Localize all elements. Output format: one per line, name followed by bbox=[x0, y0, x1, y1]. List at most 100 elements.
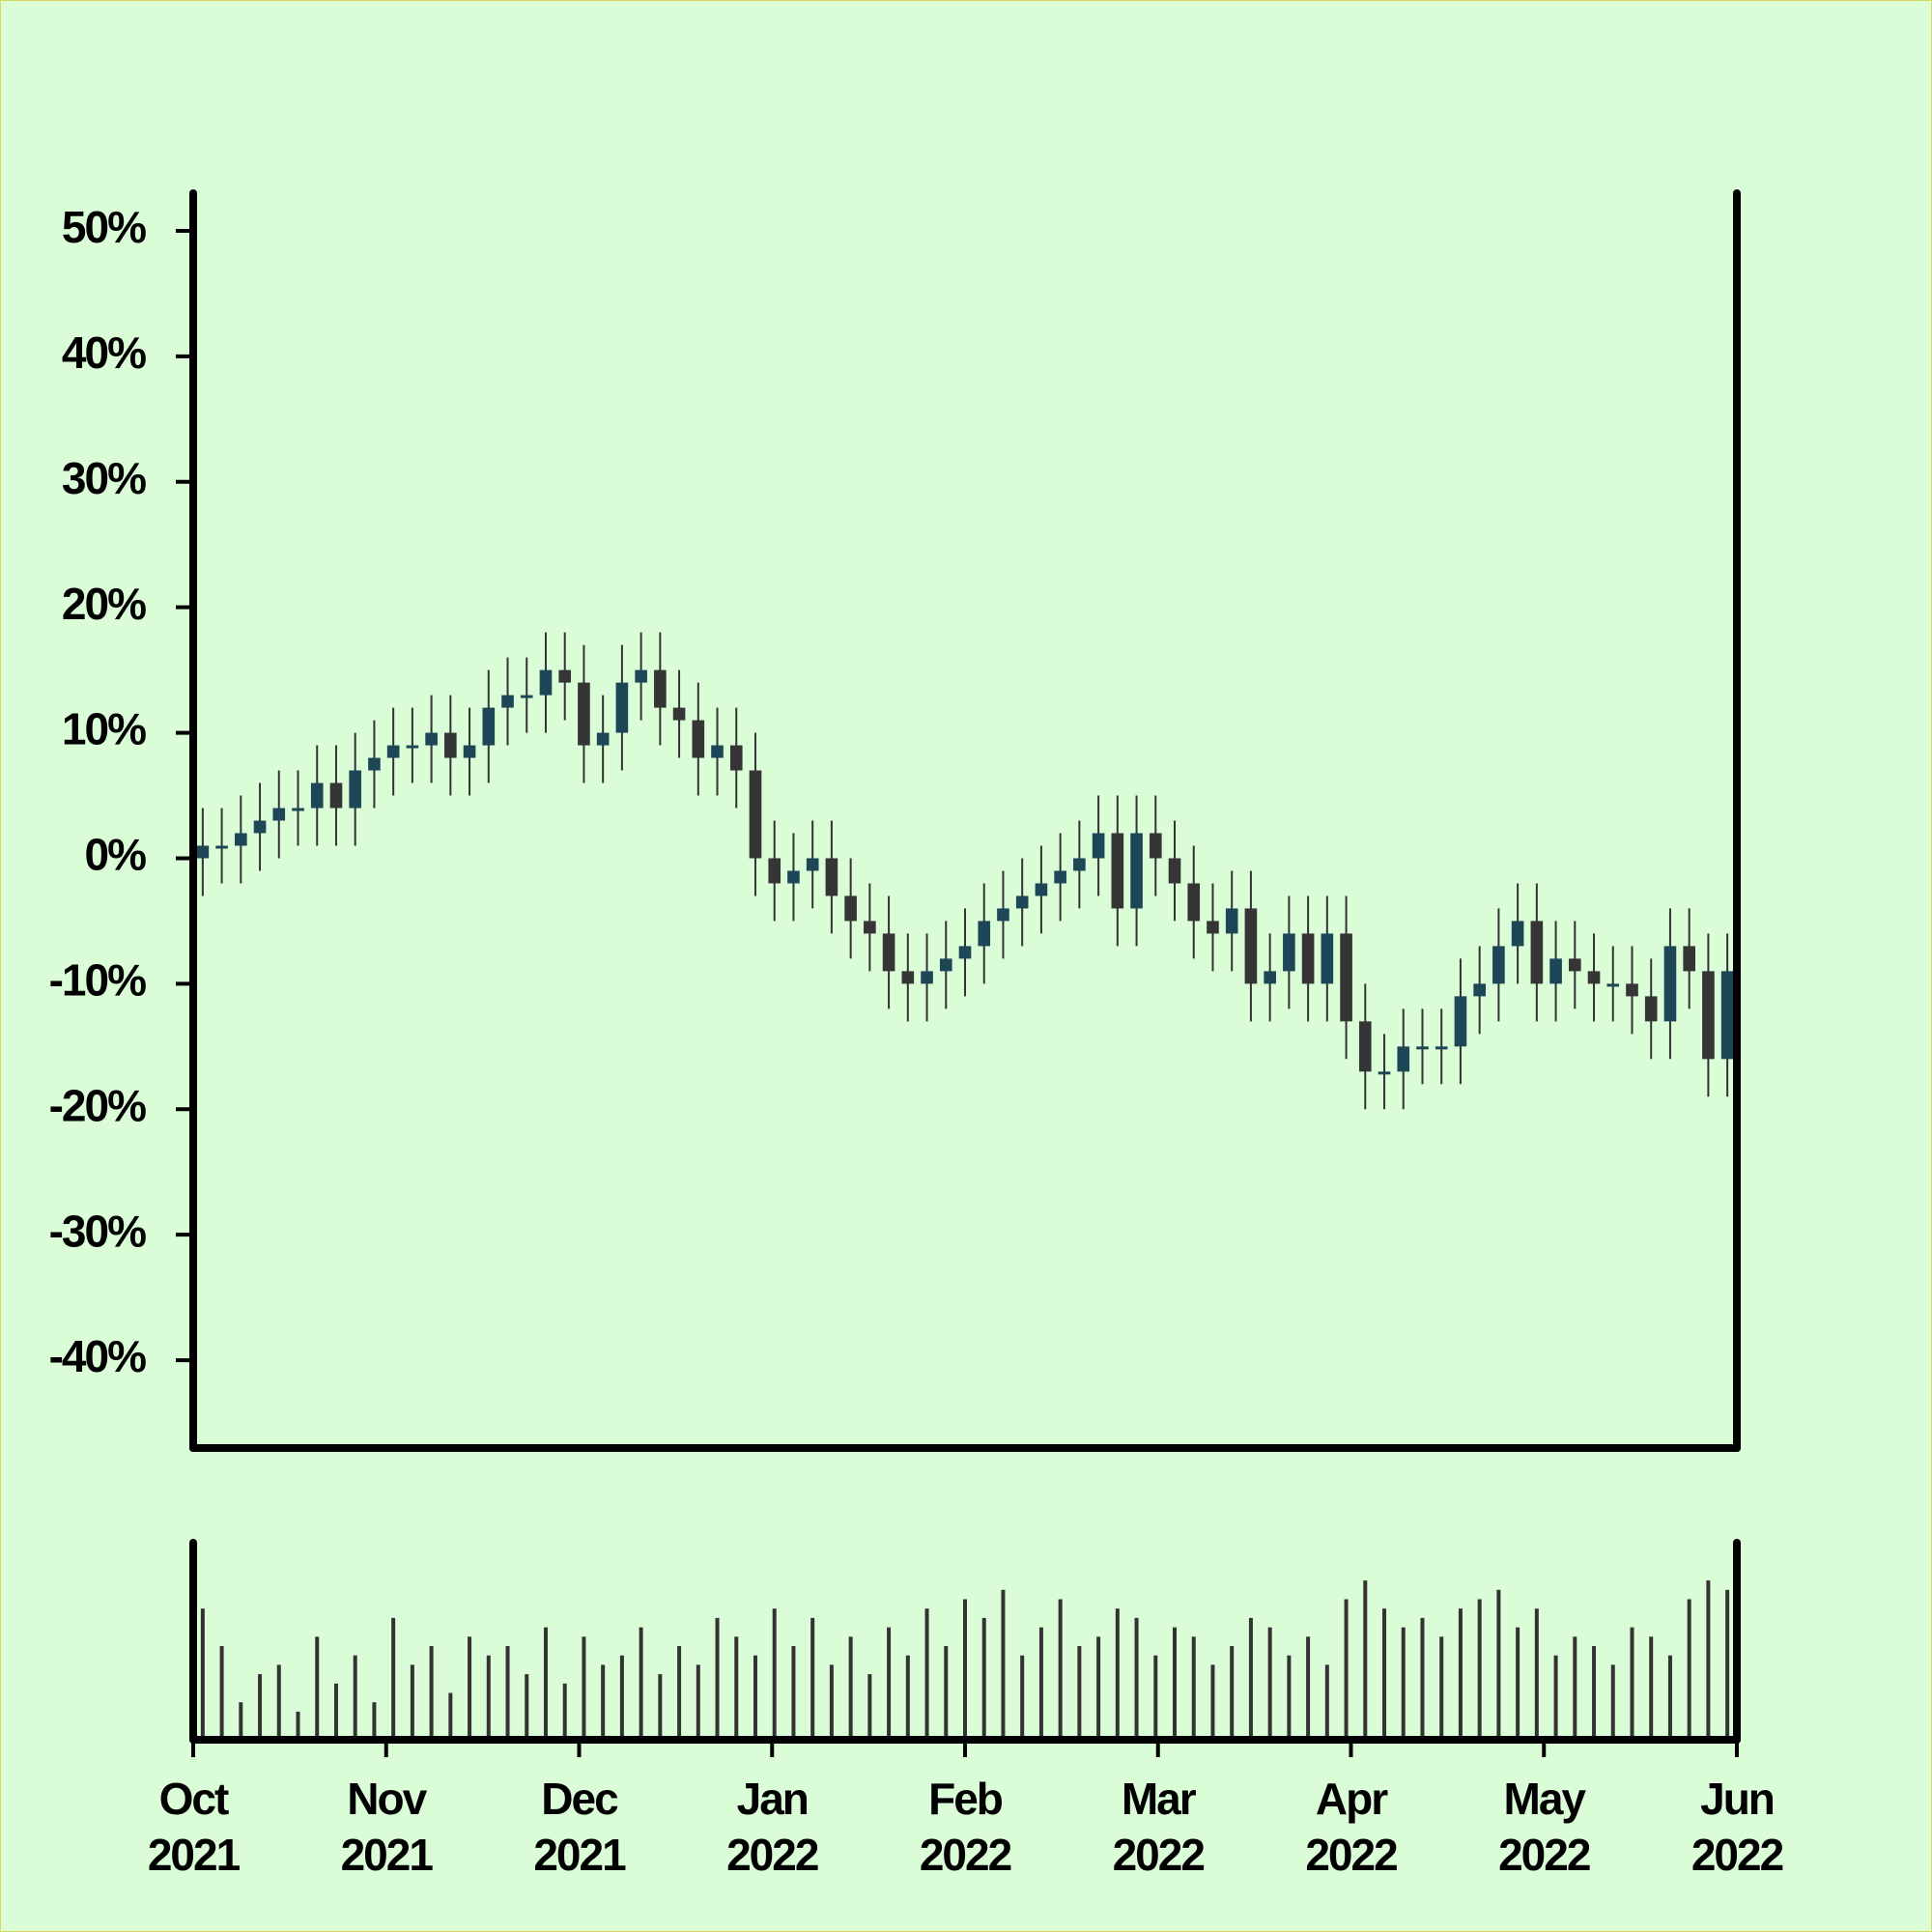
volume-bar bbox=[1516, 1627, 1520, 1740]
candle-body bbox=[1301, 933, 1315, 984]
candle-body bbox=[235, 833, 247, 846]
candle-body bbox=[463, 745, 476, 758]
candle-body bbox=[310, 782, 324, 809]
volume-bar bbox=[1439, 1636, 1444, 1740]
candle-body bbox=[386, 745, 400, 758]
volume-bar bbox=[1706, 1580, 1711, 1740]
candle-body bbox=[1683, 946, 1695, 972]
candle-body bbox=[1015, 895, 1029, 909]
volume-bar bbox=[582, 1636, 586, 1740]
volume-bar bbox=[753, 1655, 757, 1740]
candle-body bbox=[196, 845, 210, 859]
y-tick-label: 20% bbox=[62, 579, 146, 629]
candle-body bbox=[692, 720, 705, 758]
candle-body bbox=[939, 958, 952, 972]
candle-body bbox=[1587, 971, 1601, 984]
volume-bar bbox=[1077, 1646, 1082, 1740]
volume-bar bbox=[867, 1674, 872, 1740]
volume-bar bbox=[468, 1636, 472, 1740]
candle-body bbox=[1358, 1021, 1372, 1072]
volume-bar bbox=[734, 1636, 739, 1740]
volume-bar bbox=[1210, 1664, 1215, 1740]
x-tick-label: Dec 2021 bbox=[533, 1774, 626, 1880]
volume-bar bbox=[1725, 1589, 1730, 1740]
candle-body bbox=[1168, 858, 1181, 884]
volume-bar bbox=[905, 1655, 910, 1740]
volume-bar bbox=[1306, 1636, 1311, 1740]
volume-bar bbox=[772, 1608, 777, 1740]
candle-body bbox=[1454, 996, 1467, 1047]
x-tick-label: Mar 2022 bbox=[1113, 1774, 1205, 1880]
candle-body bbox=[997, 908, 1009, 922]
volume-bar bbox=[448, 1692, 453, 1740]
candle-body bbox=[253, 820, 267, 834]
candle-body bbox=[482, 707, 496, 746]
volume-bar bbox=[619, 1655, 624, 1740]
volume-bar bbox=[1344, 1599, 1349, 1740]
volume-bar bbox=[1667, 1655, 1672, 1740]
candle-body bbox=[768, 858, 781, 884]
candle-body bbox=[329, 782, 343, 809]
candle-body bbox=[672, 707, 686, 721]
candle-body bbox=[864, 921, 876, 934]
candle-body bbox=[729, 745, 743, 771]
volume-bar bbox=[791, 1646, 796, 1740]
volume-bar bbox=[486, 1655, 491, 1740]
candle-body bbox=[1549, 958, 1562, 984]
candle-body bbox=[501, 695, 514, 708]
volume-bar bbox=[200, 1608, 205, 1740]
volume-bar bbox=[258, 1674, 263, 1740]
volume-bar bbox=[1001, 1589, 1006, 1740]
volume-bar bbox=[601, 1664, 606, 1740]
volume-bar bbox=[296, 1711, 300, 1740]
candle-body bbox=[958, 946, 972, 959]
volume-bar bbox=[1115, 1608, 1120, 1740]
candle-body bbox=[272, 808, 286, 821]
volume-bar bbox=[1630, 1627, 1634, 1740]
x-tick-label: Nov 2021 bbox=[341, 1774, 434, 1880]
volume-bar bbox=[1687, 1599, 1691, 1740]
volume-bar bbox=[924, 1608, 929, 1740]
y-tick-label: 30% bbox=[62, 453, 146, 503]
volume-bar bbox=[658, 1674, 663, 1740]
volume-bar bbox=[887, 1627, 892, 1740]
y-tick-label: 0% bbox=[85, 830, 147, 880]
candle-body bbox=[635, 669, 647, 683]
candle-body bbox=[1492, 946, 1505, 984]
volume-bar bbox=[1610, 1664, 1615, 1740]
volume-bar bbox=[1496, 1589, 1501, 1740]
volume-bar bbox=[1382, 1608, 1387, 1740]
volume-bar bbox=[1573, 1636, 1577, 1740]
y-tick-label: -30% bbox=[49, 1206, 146, 1256]
candle-body bbox=[1149, 833, 1162, 859]
candle-body bbox=[844, 895, 857, 922]
candle-body bbox=[1397, 1046, 1410, 1072]
candle-body bbox=[215, 845, 228, 849]
candle-body bbox=[349, 770, 362, 809]
volume-bar bbox=[1267, 1627, 1272, 1740]
volume-bar bbox=[981, 1617, 986, 1740]
candle-body bbox=[1111, 833, 1124, 909]
volume-bar bbox=[525, 1674, 529, 1740]
volume-bar bbox=[429, 1646, 434, 1740]
volume-bar bbox=[315, 1636, 320, 1740]
candle-body bbox=[1054, 870, 1066, 884]
volume-bar bbox=[1324, 1664, 1329, 1740]
volume-bar bbox=[239, 1702, 243, 1740]
volume-bar bbox=[333, 1683, 338, 1740]
candle-body bbox=[578, 682, 590, 746]
candle-body bbox=[292, 808, 304, 811]
volume-bar bbox=[543, 1627, 548, 1740]
candle-body bbox=[1244, 908, 1258, 984]
candle-body bbox=[539, 669, 553, 696]
volume-bar bbox=[1363, 1580, 1368, 1740]
volume-bar bbox=[1153, 1655, 1158, 1740]
x-tick-label: Oct 2021 bbox=[148, 1774, 241, 1880]
volume-bar bbox=[829, 1664, 834, 1740]
volume-bar bbox=[353, 1655, 357, 1740]
x-tick-label: May 2022 bbox=[1498, 1774, 1590, 1880]
candle-body bbox=[1283, 933, 1295, 972]
candle-body bbox=[1187, 883, 1201, 922]
volume-bar bbox=[1553, 1655, 1558, 1740]
